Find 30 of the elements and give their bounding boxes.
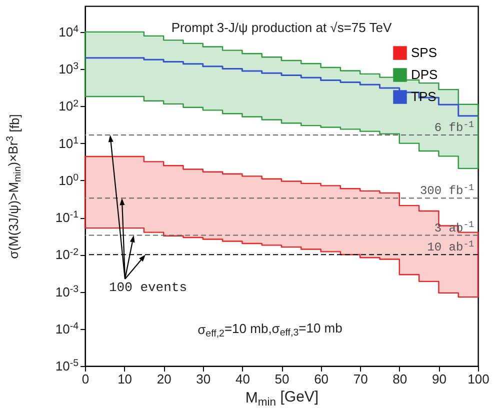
x-tick-label: 70: [353, 372, 368, 386]
y-tick-label: 10$^{2}$: [58, 98, 78, 114]
y-tick-label: 10$^{1}$: [58, 135, 78, 151]
y-tick-label: 10$^{-3}$: [55, 284, 78, 300]
x-tick-label: 90: [432, 372, 446, 386]
y-tick-label: 10$^{3}$: [58, 61, 78, 77]
annotation: σ$_{eff,2}$=10 mb,σ$_{eff,3}$=10 mb: [198, 320, 342, 340]
text: Prompt 3-J/ψ production at √s=75 TeV: [171, 20, 392, 35]
y-tick-label: 10$^{0}$: [58, 172, 80, 188]
y-tick-label: 10$^{-5}$: [55, 358, 80, 374]
x-tick-label: 20: [156, 372, 172, 386]
y-tick-label: 10$^{-1}$: [55, 210, 78, 226]
annotation: 100 events: [108, 280, 188, 295]
x-tick-label: 30: [196, 372, 211, 386]
x-tick-label: 10: [118, 372, 132, 386]
x-tick-label: 0: [82, 372, 90, 386]
x-tick-label: 50: [274, 372, 290, 386]
x-tick-label: 60: [314, 372, 329, 386]
x-tick-label: 80: [392, 372, 408, 386]
y-tick-label: 10$^{-4}$: [55, 320, 80, 336]
legend-label: DPS: [411, 67, 438, 82]
ref-line-label: 10 ab$^{-1}$: [427, 240, 474, 255]
y-tick-label: 10$^{4}$: [58, 24, 80, 40]
x-axis-title: M$_{min}$ [GeV]: [245, 388, 319, 408]
ref-line-label: 300 fb$^{-1}$: [420, 183, 474, 198]
x-tick-label: 100: [468, 372, 490, 386]
x-tick-label: 40: [235, 372, 250, 386]
legend-label: SPS: [411, 45, 438, 60]
y-tick-label: 10$^{-2}$: [55, 246, 78, 262]
ref-line-label: 6 fb$^{-1}$: [434, 120, 474, 136]
